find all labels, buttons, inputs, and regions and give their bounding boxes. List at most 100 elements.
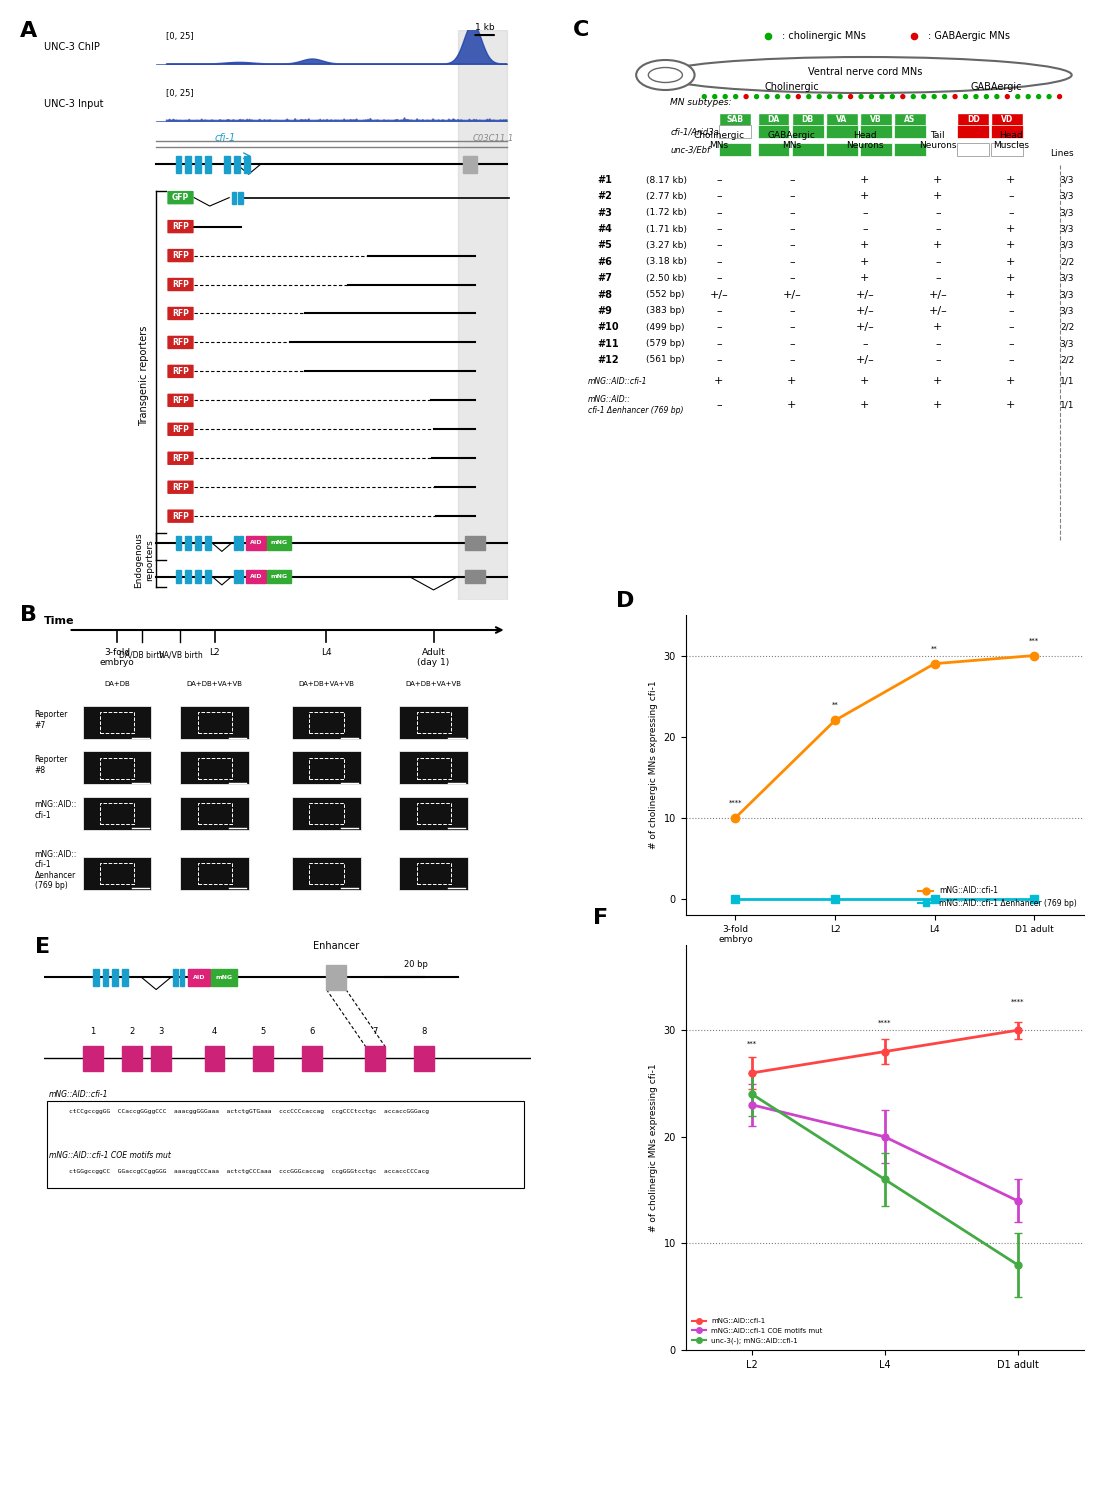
Bar [417,862,450,883]
Text: RFP: RFP [173,424,189,433]
Text: unc-3/Ebf: unc-3/Ebf [670,146,710,154]
Text: –: – [789,306,795,316]
Text: 5: 5 [261,1028,265,1036]
Text: +: + [1006,376,1015,386]
Bar [210,969,238,986]
Text: #6: #6 [597,256,612,267]
Bar [103,969,108,986]
Bar [188,969,210,986]
Point [800,84,817,108]
Bar [267,570,291,584]
Text: +: + [714,376,723,386]
Point [873,84,890,108]
Legend: mNG::AID::cfi-1, mNG::AID::cfi-1 Δenhancer (769 bp): mNG::AID::cfi-1, mNG::AID::cfi-1 Δenhanc… [915,884,1081,910]
Text: –: – [789,322,795,333]
Text: +: + [860,376,869,386]
Text: –: – [716,322,722,333]
Text: cfi-1: cfi-1 [215,132,236,142]
Bar [113,969,118,986]
Text: Head
Muscles: Head Muscles [993,130,1029,150]
Text: VD: VD [1001,116,1013,124]
Point [748,84,765,108]
Text: Tail
Neurons: Tail Neurons [919,130,957,150]
Text: VB: VB [870,116,881,124]
Text: RFP: RFP [173,222,189,231]
Text: –: – [716,176,722,184]
Text: (2.77 kb): (2.77 kb) [646,192,687,201]
Text: Reporter
#7: Reporter #7 [34,711,67,729]
Text: 2/2: 2/2 [1060,322,1074,332]
Bar [719,112,751,126]
Bar [826,142,857,156]
Text: Adult
(day 1): Adult (day 1) [417,648,450,668]
Text: AS: AS [905,116,916,124]
Text: VA/VB birth: VA/VB birth [158,651,202,660]
Point [696,84,713,108]
Bar [894,124,926,138]
Bar [894,142,926,156]
Point [957,84,974,108]
Text: 3/3: 3/3 [1060,225,1074,234]
Ellipse shape [636,60,695,90]
Text: mNG::AID::cfi-1 COE motifs mut: mNG::AID::cfi-1 COE motifs mut [49,1150,171,1160]
Text: 3/3: 3/3 [1060,176,1074,184]
Text: +: + [933,376,942,386]
Text: –: – [935,339,941,348]
Bar [195,570,201,584]
Text: DD: DD [967,116,980,124]
Text: Lines: Lines [1051,148,1074,158]
Bar [758,142,790,156]
Bar [894,112,926,126]
Text: DA/DB birth: DA/DB birth [118,651,165,660]
Point [999,84,1016,108]
Text: +: + [1006,240,1015,250]
FancyBboxPatch shape [167,278,194,291]
Bar [991,142,1023,156]
Bar [186,570,191,584]
Bar [195,156,201,172]
Point [790,84,807,108]
Bar [176,570,181,584]
Y-axis label: # of cholinergic MNs expressing cfi-1: # of cholinergic MNs expressing cfi-1 [649,1064,658,1232]
Text: 1/1: 1/1 [1060,376,1074,386]
Text: –: – [716,207,722,218]
Text: 1/1: 1/1 [1060,400,1074,410]
FancyBboxPatch shape [167,364,194,378]
Bar [826,112,857,126]
Text: DA: DA [768,116,780,124]
Text: mNG: mNG [216,975,233,980]
Text: 3/3: 3/3 [1060,339,1074,348]
Text: SAB: SAB [727,116,743,124]
Text: #9: #9 [597,306,612,316]
Text: +: + [787,400,796,410]
Bar [417,758,450,778]
Text: RFP: RFP [173,512,189,520]
Text: AID: AID [250,540,262,546]
Text: GFP: GFP [171,194,189,202]
Text: UNC-3 Input: UNC-3 Input [44,99,104,109]
Text: 3/3: 3/3 [1060,306,1074,315]
Point [853,84,870,108]
Bar [860,142,891,156]
Text: (561 bp): (561 bp) [646,356,685,364]
Bar [198,758,231,778]
Point [717,84,734,108]
Bar [958,112,989,126]
Bar [958,124,989,138]
Text: –: – [935,207,941,218]
Bar [174,969,178,986]
Point [905,84,922,108]
Bar [860,112,891,126]
Bar [792,112,824,126]
Point [811,84,828,108]
Bar [198,862,231,883]
Bar [792,142,824,156]
Text: –: – [862,207,868,218]
Text: –: – [862,224,868,234]
Point [727,84,744,108]
FancyBboxPatch shape [167,249,194,262]
Text: Transgenic reporters: Transgenic reporters [139,326,149,426]
Text: 3: 3 [158,1028,164,1036]
Text: #12: #12 [597,356,619,364]
Bar [292,856,361,889]
